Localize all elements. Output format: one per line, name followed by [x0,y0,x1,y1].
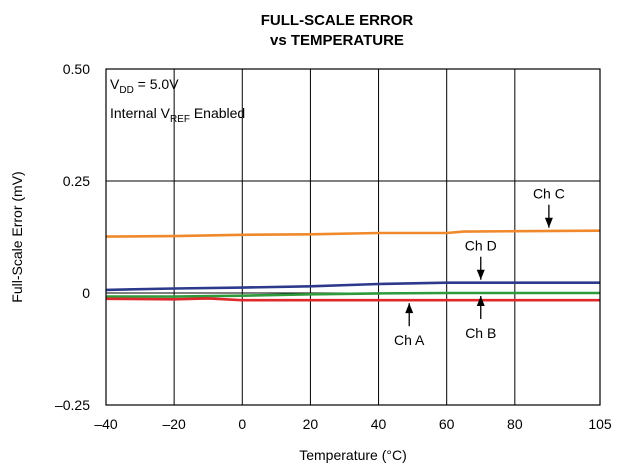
y-tick-label: 0.50 [63,61,90,77]
vref-annotation: Internal VREF Enabled [110,105,245,125]
series-labels: Ch C Ch D Ch B Ch A [394,186,565,348]
series-line-ch-d [105,281,600,292]
series-label-text: Ch A [394,332,425,348]
chart-title-line1: FULL-SCALE ERROR [261,12,414,29]
label-ch-d: Ch D [465,238,497,280]
label-ch-b: Ch B [465,296,496,341]
series-line-ch-c [105,229,601,238]
x-tick-label: 0 [238,416,246,432]
y-tick-labels: –0.25 0 0.25 0.50 [55,61,90,413]
y-tick-label: 0 [82,285,90,301]
series-label-text: Ch B [465,325,496,341]
x-tick-label: 80 [507,416,523,432]
label-ch-c: Ch C [533,186,565,228]
x-tick-label: –20 [162,416,186,432]
x-tick-labels: –40 –20 0 20 40 60 80 105 [94,416,612,432]
chart-title-line2: vs TEMPERATURE [270,32,404,49]
conditions-annotation: VDD = 5.0V Internal VREF Enabled [110,76,245,125]
x-tick-label: 105 [588,416,612,432]
plot-frame [105,68,601,406]
label-arrow-head [476,269,485,280]
series-label-text: Ch D [465,238,497,254]
label-arrow-head [405,303,414,314]
y-axis-label: Full-Scale Error (mV) [9,171,25,302]
series-line-ch-b [106,291,600,298]
x-axis-label: Temperature (°C) [299,447,407,463]
label-ch-a: Ch A [394,303,425,348]
vdd-annotation: VDD = 5.0V [110,76,179,96]
series-lines [105,229,601,302]
series-label-text: Ch C [533,186,565,202]
series-line-ch-a [105,297,600,302]
y-tick-label: 0.25 [63,173,90,189]
x-tick-label: 20 [303,416,319,432]
x-tick-label: –40 [94,416,118,432]
label-arrow-head [544,217,553,228]
x-tick-label: 60 [439,416,455,432]
y-tick-label: –0.25 [55,397,90,413]
label-arrow-head [476,296,485,306]
x-tick-label: 40 [371,416,387,432]
